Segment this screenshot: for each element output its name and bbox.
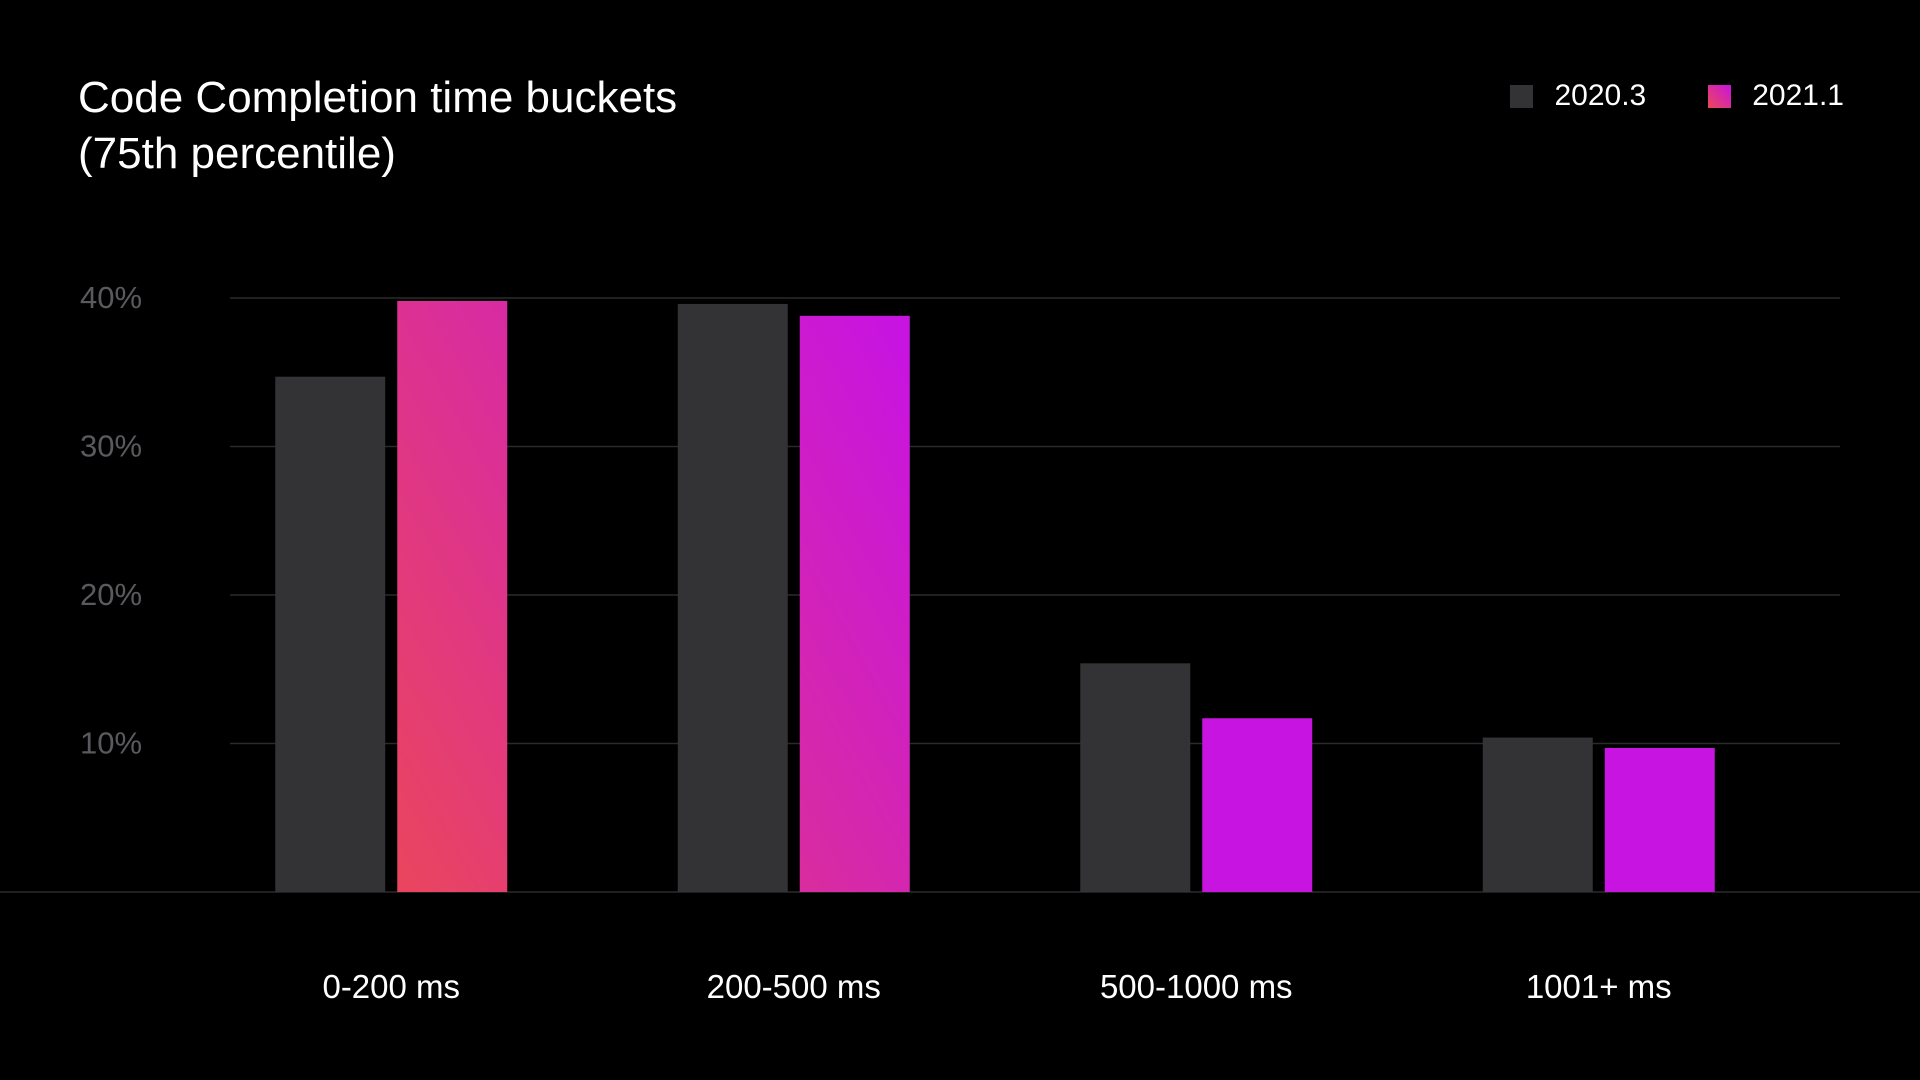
y-tick-label-20: 20% xyxy=(80,577,142,612)
bar-2021-1-2 xyxy=(1202,718,1313,892)
x-tick-label-3: 1001+ ms xyxy=(1526,968,1672,1005)
y-tick-label-10: 10% xyxy=(80,726,142,761)
bar-2021-1-3 xyxy=(1604,747,1715,892)
y-tick-label-30: 30% xyxy=(80,429,142,464)
chart-title-line-1: Code Completion time buckets xyxy=(78,73,678,122)
legend-label-2021-1: 2021.1 xyxy=(1752,79,1844,112)
bar-2020-3-1 xyxy=(677,303,788,892)
x-axis-labels: 0-200 ms 200-500 ms 500-1000 ms 1001+ ms xyxy=(322,968,1671,1005)
bar-2020-3-3 xyxy=(1482,737,1593,892)
legend-item-2020-3: 2020.3 xyxy=(1510,78,1646,114)
x-tick-label-2: 500-1000 ms xyxy=(1100,968,1293,1005)
chart-title-line-2: (75th percentile) xyxy=(78,129,396,178)
legend-label-2020-3: 2020.3 xyxy=(1554,79,1647,112)
bars xyxy=(275,300,1715,893)
bar-2020-3-2 xyxy=(1080,663,1191,892)
bar-2020-3-0 xyxy=(275,376,386,893)
chart-legend: 2020.3 2021.1 xyxy=(1510,78,1844,114)
legend-swatch-2021-1 xyxy=(1708,84,1732,108)
x-tick-label-1: 200-500 ms xyxy=(707,968,881,1005)
legend-swatch-2020-3 xyxy=(1510,84,1534,108)
y-tick-label-40: 40% xyxy=(80,280,142,315)
bar-2021-1-0 xyxy=(397,300,508,893)
x-tick-label-0: 0-200 ms xyxy=(322,968,460,1005)
y-axis-ticks: 10% 20% 30% 40% xyxy=(80,280,142,761)
chart-title: Code Completion time buckets (75th perce… xyxy=(78,70,677,182)
legend-item-2021-1: 2021.1 xyxy=(1708,78,1844,114)
bar-2021-1-1 xyxy=(799,315,910,892)
